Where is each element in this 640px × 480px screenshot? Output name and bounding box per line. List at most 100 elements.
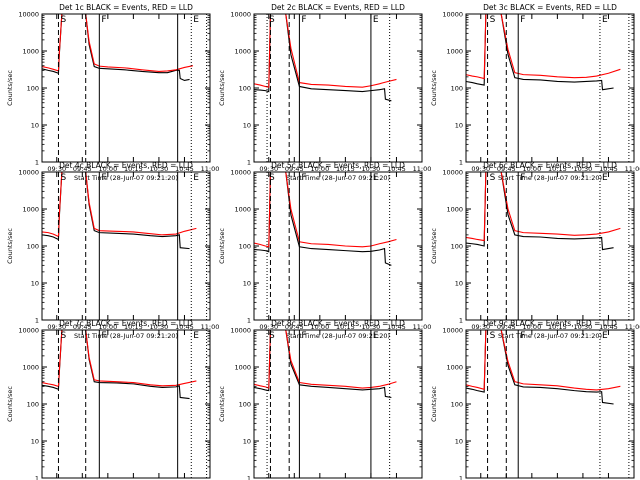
marker-label: S — [490, 173, 496, 183]
y-axis-label: Counts/sec — [6, 70, 14, 106]
marker-label: S — [60, 173, 66, 183]
x-tick-label: 09:30 — [47, 165, 66, 173]
y-axis-label: Counts/sec — [430, 228, 438, 264]
y-tick-label: 10 — [243, 280, 251, 288]
marker-label: F — [301, 15, 306, 25]
series-line-lld — [465, 171, 621, 242]
x-axis-label: Start Time (28-Jun-07 09:21:20) — [286, 332, 390, 340]
x-tick-label: 09:45 — [73, 165, 92, 173]
marker-label: F — [101, 15, 106, 25]
y-axis-label: Counts/sec — [218, 228, 226, 264]
marker-label: F — [301, 173, 306, 183]
y-tick-label: 1 — [459, 159, 463, 167]
series-line-lld — [465, 13, 621, 80]
y-tick-label: 1 — [247, 317, 251, 325]
x-axis-label: Start Time (28-Jun-07 09:21:20) — [74, 332, 178, 340]
marker-label: F — [101, 331, 106, 341]
y-axis-label: Counts/sec — [430, 70, 438, 106]
marker-label: E — [193, 15, 199, 25]
plot-frame — [253, 329, 423, 479]
x-tick-label: 10:30 — [574, 165, 593, 173]
y-tick-label: 1000 — [446, 206, 463, 214]
x-tick-label: 10:45 — [175, 323, 194, 331]
x-tick-label: 10:30 — [574, 323, 593, 331]
x-tick-label: 11:00 — [201, 323, 220, 331]
marker-label: E — [373, 173, 379, 183]
panel-7: S F E 1 10 100 1000 10000 09:30 09:45 10:00 10:15 10… — [6, 319, 211, 480]
x-tick-label: 11:00 — [413, 323, 432, 331]
marker-label: E — [602, 331, 608, 341]
chart-title: Det 1c BLACK = Events, RED = LLD — [59, 3, 193, 12]
x-tick-label: 10:45 — [599, 323, 618, 331]
y-tick-label: 1 — [247, 475, 251, 480]
plot-frame — [465, 171, 635, 321]
x-axis-label: Start Time (28-Jun-07 09:21:20) — [286, 174, 390, 182]
marker-label: F — [101, 173, 106, 183]
chart-title: Det 4c BLACK = Events, RED = LLD — [59, 161, 193, 170]
y-tick-label: 100 — [27, 85, 39, 93]
x-tick-label: 11:00 — [201, 165, 220, 173]
y-tick-label: 1000 — [446, 364, 463, 372]
panel-2: S F E 1 10 100 1000 10000 09:30 09:45 10:00 10:15 10… — [218, 3, 431, 182]
marker-label: E — [193, 331, 199, 341]
x-tick-label: 10:00 — [310, 165, 329, 173]
chart-title: Det 5c BLACK = Events, RED = LLD — [271, 161, 405, 170]
marker-label: S — [269, 15, 275, 25]
series-line-events — [253, 329, 392, 399]
panel-1: S F E 1 10 100 1000 10000 09:30 09:45 10:00 10:15 10… — [6, 3, 219, 182]
y-axis-label: Counts/sec — [6, 228, 14, 264]
x-tick-label: 10:00 — [522, 165, 541, 173]
y-tick-label: 10 — [455, 122, 463, 130]
y-tick-label: 100 — [451, 243, 463, 251]
marker-label: S — [269, 331, 275, 341]
y-tick-label: 1 — [35, 159, 39, 167]
y-axis-label: Counts/sec — [430, 386, 438, 422]
x-tick-label: 09:45 — [285, 323, 304, 331]
y-tick-label: 1000 — [22, 48, 39, 56]
y-tick-label: 1000 — [234, 206, 251, 214]
y-tick-label: 100 — [239, 401, 251, 409]
y-tick-label: 100 — [27, 243, 39, 251]
x-tick-label: 11:00 — [625, 323, 640, 331]
x-tick-label: 10:00 — [98, 323, 117, 331]
marker-label: E — [193, 173, 199, 183]
x-tick-label: 10:30 — [362, 165, 381, 173]
y-tick-label: 1000 — [234, 48, 251, 56]
y-tick-label: 10000 — [230, 169, 251, 177]
y-tick-label: 10000 — [18, 11, 39, 19]
y-tick-label: 10 — [455, 280, 463, 288]
x-tick-label: 10:45 — [387, 165, 406, 173]
y-tick-label: 1000 — [22, 206, 39, 214]
marker-label: F — [301, 331, 306, 341]
y-tick-label: 100 — [27, 401, 39, 409]
y-tick-label: 10000 — [230, 327, 251, 335]
marker-label: E — [373, 15, 379, 25]
x-tick-label: 10:00 — [310, 323, 329, 331]
y-tick-label: 1 — [247, 159, 251, 167]
y-tick-label: 100 — [239, 85, 251, 93]
x-tick-label: 09:30 — [259, 323, 278, 331]
x-tick-label: 10:30 — [362, 323, 381, 331]
x-tick-label: 10:00 — [522, 323, 541, 331]
plot-frame — [465, 329, 635, 479]
y-tick-label: 10 — [31, 280, 39, 288]
y-tick-label: 1000 — [22, 364, 39, 372]
panel-3: S F E 1 10 100 1000 10000 09:30 09:45 10:00 10:15 10… — [430, 3, 640, 182]
marker-label: E — [602, 173, 608, 183]
y-tick-label: 10000 — [442, 327, 463, 335]
x-tick-label: 09:45 — [285, 165, 304, 173]
x-tick-label: 09:30 — [471, 323, 490, 331]
chart-title: Det 6c BLACK = Events, RED = LLD — [483, 161, 617, 170]
chart-title: Det 7c BLACK = Events, RED = LLD — [59, 319, 193, 328]
x-tick-label: 10:15 — [548, 165, 567, 173]
x-tick-label: 10:45 — [175, 165, 194, 173]
marker-label: S — [60, 15, 66, 25]
y-tick-label: 1000 — [234, 364, 251, 372]
marker-label: S — [60, 331, 66, 341]
y-tick-label: 10000 — [442, 169, 463, 177]
series-line-events — [253, 13, 392, 102]
marker-label: F — [520, 173, 525, 183]
x-tick-label: 09:30 — [259, 165, 278, 173]
